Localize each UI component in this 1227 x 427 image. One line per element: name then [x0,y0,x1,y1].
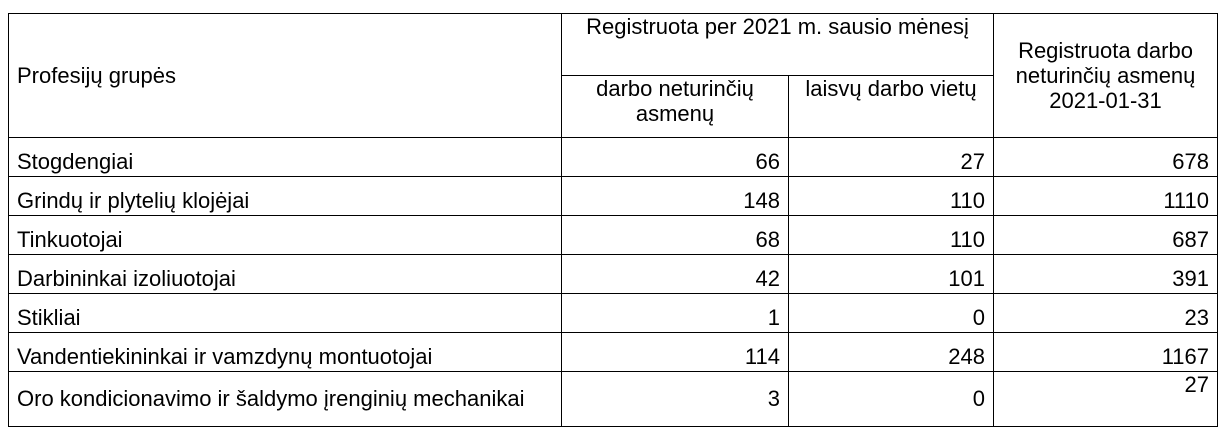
table-row: Stogdengiai 66 27 678 [8,137,1219,177]
row-vacancies: 101 [787,254,995,294]
header-registered-total: Registruota darbo neturinčių asmenų 2021… [993,13,1219,138]
table-row: Grindų ir plytelių klojėjai 148 110 1110 [8,176,1219,216]
row-total: 678 [993,137,1219,177]
row-unemployed: 3 [561,371,789,427]
row-name: Vandentiekininkai ir vamzdynų montuotoja… [8,332,562,372]
table-row: Tinkuotojai 68 110 687 [8,215,1219,255]
row-name: Oro kondicionavimo ir šaldymo įrenginių … [8,371,562,427]
row-unemployed: 42 [561,254,789,294]
row-vacancies: 0 [787,371,995,427]
header-profession: Profesijų grupės [8,13,562,138]
row-total: 23 [993,293,1219,333]
table-row: Darbininkai izoliuotojai 42 101 391 [8,254,1219,294]
row-total: 391 [993,254,1219,294]
table-row: Oro kondicionavimo ir šaldymo įrenginių … [8,371,1219,427]
header-unemployed: darbo neturinčių asmenų [561,75,789,138]
table-row: Vandentiekininkai ir vamzdynų montuotoja… [8,332,1219,372]
statistics-table: Profesijų grupės Registruota per 2021 m.… [8,13,1219,427]
row-unemployed: 66 [561,137,789,177]
row-total: 687 [993,215,1219,255]
row-unemployed: 68 [561,215,789,255]
table-row: Stikliai 1 0 23 [8,293,1219,333]
row-vacancies: 110 [787,215,995,255]
row-total: 27 [993,371,1219,427]
row-vacancies: 110 [787,176,995,216]
row-vacancies: 248 [787,332,995,372]
row-unemployed: 114 [561,332,789,372]
row-name: Stikliai [8,293,562,333]
row-unemployed: 148 [561,176,789,216]
row-name: Tinkuotojai [8,215,562,255]
row-total: 1167 [993,332,1219,372]
row-name: Darbininkai izoliuotojai [8,254,562,294]
row-vacancies: 27 [787,137,995,177]
row-name: Grindų ir plytelių klojėjai [8,176,562,216]
row-vacancies: 0 [787,293,995,333]
row-name: Stogdengiai [8,137,562,177]
row-unemployed: 1 [561,293,789,333]
row-total: 1110 [993,176,1219,216]
header-registered-group: Registruota per 2021 m. sausio mėnesį [560,13,995,76]
header-vacancies: laisvų darbo vietų [787,75,995,138]
